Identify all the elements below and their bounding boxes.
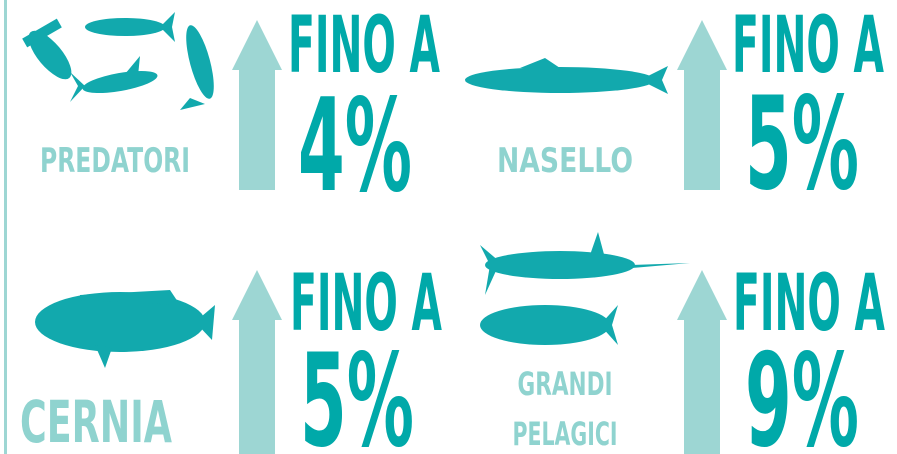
hake-icon: [465, 58, 668, 94]
up-arrow: [677, 270, 727, 454]
fish-label: CERNIA: [20, 388, 172, 454]
fish-label: GRANDI: [518, 365, 613, 403]
side-border: [4, 0, 7, 454]
fish-label: PELAGICI: [513, 415, 618, 453]
up-arrow: [232, 270, 282, 454]
up-arrow: [677, 20, 727, 190]
value-text: 5%: [300, 327, 414, 454]
value-text: 4%: [298, 72, 412, 221]
fish-label: PREDATORI: [40, 141, 190, 181]
value-text: 5%: [745, 70, 859, 219]
up-arrow: [232, 20, 282, 190]
fish-label: NASELLO: [497, 141, 633, 181]
grouper-icon: [35, 290, 215, 368]
pelagic-icons: [480, 232, 690, 345]
predator-icons: [22, 12, 220, 110]
value-text: 9%: [745, 327, 859, 454]
infographic: FINO A4%PREDATORIFINO A5%NASELLOFINO A5%…: [0, 0, 897, 454]
